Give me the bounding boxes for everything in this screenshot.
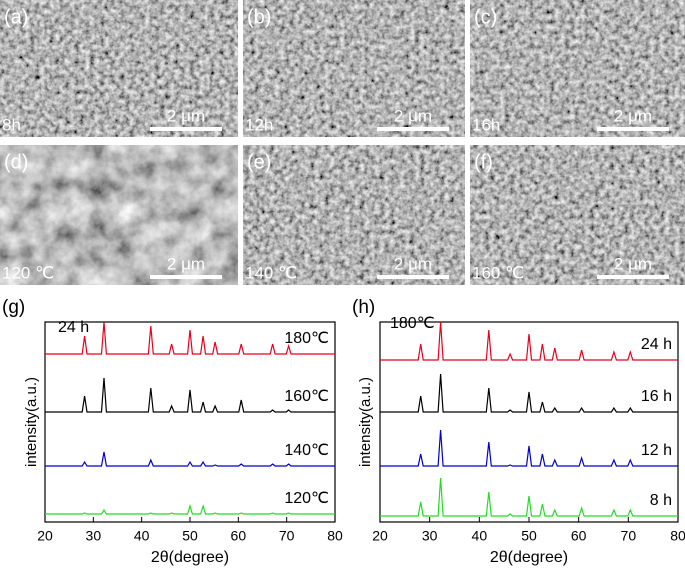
panel-label: (e): [247, 151, 271, 173]
panel-label: (c): [474, 6, 497, 28]
x-tick-label: 80: [670, 528, 685, 544]
scale-bar: [597, 275, 669, 279]
scale-bar: [377, 275, 449, 279]
image-caption: 140 ℃: [245, 263, 297, 282]
x-tick-label: 60: [571, 528, 587, 544]
scale-label: 2 μm: [614, 106, 652, 125]
x-axis-label: 2θ(degree): [151, 549, 229, 566]
x-tick-label: 70: [621, 528, 637, 544]
x-axis-label: 2θ(degree): [490, 549, 568, 566]
panel-label: (h): [352, 297, 375, 318]
y-axis-label: intensity(a.u.): [23, 377, 40, 467]
xrd-line: [380, 321, 678, 361]
series-label: 120℃: [284, 490, 329, 507]
x-tick-label: 50: [182, 528, 198, 544]
xrd-line: [45, 451, 335, 467]
x-tick-label: 30: [86, 528, 102, 544]
scale-bar: [150, 127, 222, 131]
scale-label: 2 μm: [394, 254, 432, 273]
y-axis-label: intensity(a.u.): [357, 377, 374, 467]
series-label: 140℃: [284, 442, 329, 459]
x-tick-label: 30: [422, 528, 438, 544]
panel-label: (g): [2, 297, 25, 318]
scale-bar: [150, 275, 222, 279]
image-caption: 16h: [472, 115, 500, 134]
scale-bar: [597, 127, 669, 131]
series-label: 16 h: [641, 388, 672, 405]
scale-bar: [377, 127, 449, 131]
xrd-line: [45, 321, 335, 355]
panel-label: (a): [4, 6, 28, 28]
xrd-line: [380, 373, 678, 413]
xrd-line: [45, 503, 335, 515]
plot-frame: [379, 321, 679, 523]
x-tick-label: 20: [372, 528, 388, 544]
scale-label: 2 μm: [614, 254, 652, 273]
series-label: 24 h: [641, 336, 672, 353]
x-tick-label: 20: [37, 528, 53, 544]
sem-image: [243, 145, 465, 285]
panel-label: (d): [4, 151, 28, 173]
series-label: 8 h: [650, 492, 672, 509]
sem-image: [243, 0, 465, 137]
x-tick-label: 60: [231, 528, 247, 544]
xrd-line: [380, 477, 678, 517]
x-tick-label: 80: [327, 528, 343, 544]
scale-label: 2 μm: [167, 254, 205, 273]
xrd-line: [380, 429, 678, 467]
annotation: 180℃: [390, 315, 435, 332]
x-tick-label: 40: [472, 528, 488, 544]
annotation: 24 h: [58, 319, 89, 336]
image-caption: 12h: [245, 115, 273, 134]
sem-image: [470, 145, 685, 285]
series-label: 12 h: [641, 442, 672, 459]
sem-image: [0, 145, 238, 285]
series-label: 160℃: [284, 388, 329, 405]
x-tick-label: 50: [521, 528, 537, 544]
image-caption: 120 ℃: [2, 263, 54, 282]
scale-label: 2 μm: [394, 106, 432, 125]
sem-image: [0, 0, 238, 137]
xrd-line: [45, 377, 335, 413]
series-label: 180℃: [284, 330, 329, 347]
scale-label: 2 μm: [167, 106, 205, 125]
image-caption: 8h: [2, 115, 21, 134]
sem-image: [470, 0, 685, 137]
panel-label: (f): [474, 151, 493, 173]
panel-label: (b): [247, 6, 271, 28]
x-tick-label: 40: [134, 528, 150, 544]
x-tick-label: 70: [279, 528, 295, 544]
image-caption: 160 ℃: [472, 263, 524, 282]
